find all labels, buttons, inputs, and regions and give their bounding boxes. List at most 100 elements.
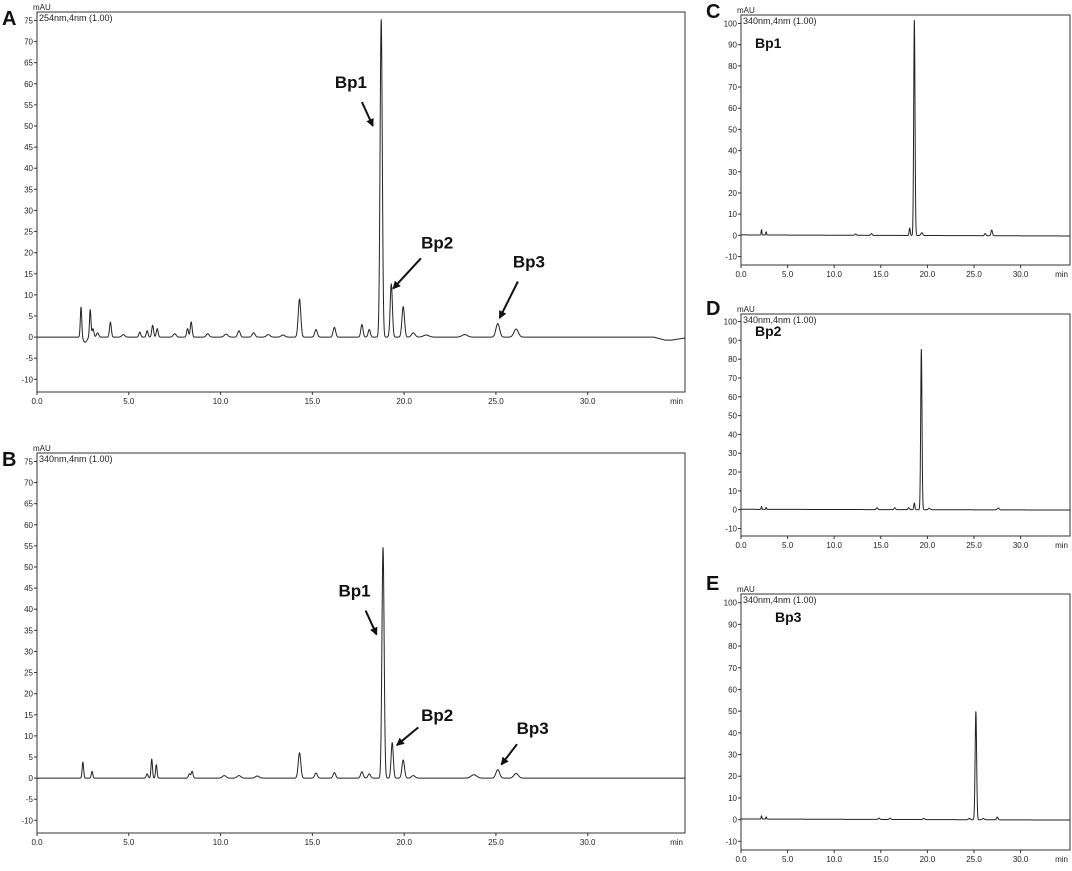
y-tick-label: 70 bbox=[728, 374, 737, 383]
y-tick-label: 80 bbox=[728, 62, 737, 71]
x-tick-label: 15.0 bbox=[873, 270, 889, 279]
x-tick-label: 20.0 bbox=[920, 541, 936, 550]
x-tick-label: 0.0 bbox=[735, 270, 747, 279]
x-tick-label: 20.0 bbox=[396, 838, 412, 847]
chromatogram-trace bbox=[740, 711, 1071, 821]
y-tick-label: 45 bbox=[24, 584, 33, 593]
chromatogram-trace bbox=[36, 19, 686, 343]
y-tick-label: 10 bbox=[728, 210, 737, 219]
y-tick-label: 0 bbox=[733, 506, 738, 515]
y-unit-label: mAU bbox=[737, 305, 755, 314]
y-tick-label: 15 bbox=[24, 270, 33, 279]
y-tick-label: 0 bbox=[29, 774, 34, 783]
y-tick-label: 80 bbox=[728, 642, 737, 651]
y-tick-label: 55 bbox=[24, 542, 33, 551]
y-unit-label: mAU bbox=[737, 6, 755, 15]
y-tick-label: 60 bbox=[24, 521, 33, 530]
y-tick-label: 100 bbox=[724, 318, 738, 327]
x-tick-label: 25.0 bbox=[488, 397, 504, 406]
x-tick-label: 10.0 bbox=[826, 270, 842, 279]
x-unit-label: min bbox=[670, 397, 683, 406]
y-tick-label: -10 bbox=[21, 375, 33, 384]
x-tick-label: 0.0 bbox=[31, 838, 43, 847]
y-tick-label: 60 bbox=[728, 104, 737, 113]
panel-label: B bbox=[2, 449, 16, 471]
y-tick-label: 40 bbox=[24, 605, 33, 614]
y-tick-label: 15 bbox=[24, 711, 33, 720]
y-tick-label: 40 bbox=[728, 430, 737, 439]
peak-label-bp2: Bp2 bbox=[421, 233, 453, 252]
chromatogram-trace bbox=[740, 348, 1071, 511]
y-tick-label: 0 bbox=[733, 816, 738, 825]
chromatogram-trace bbox=[36, 547, 686, 779]
chromatogram-trace bbox=[740, 19, 1071, 237]
y-tick-label: 90 bbox=[728, 41, 737, 50]
y-tick-label: 10 bbox=[728, 794, 737, 803]
y-unit-label: mAU bbox=[737, 585, 755, 594]
y-tick-label: 20 bbox=[728, 772, 737, 781]
peak-label-bp3: Bp3 bbox=[513, 252, 545, 271]
x-tick-label: 0.0 bbox=[735, 855, 747, 864]
x-tick-label: 5.0 bbox=[782, 541, 794, 550]
y-tick-label: -10 bbox=[725, 253, 737, 262]
y-tick-label: 40 bbox=[728, 729, 737, 738]
y-tick-label: -5 bbox=[26, 795, 34, 804]
plot-frame bbox=[740, 593, 1071, 851]
panel-label: E bbox=[706, 573, 719, 595]
y-tick-label: 75 bbox=[24, 16, 33, 25]
y-tick-label: 70 bbox=[728, 664, 737, 673]
y-tick-label: -5 bbox=[26, 354, 34, 363]
y-tick-label: 80 bbox=[728, 355, 737, 364]
y-tick-label: 50 bbox=[24, 563, 33, 572]
y-tick-label: 60 bbox=[728, 685, 737, 694]
peak-arrow-bp1 bbox=[364, 610, 378, 636]
x-tick-label: 5.0 bbox=[782, 855, 794, 864]
plot-frame bbox=[36, 11, 686, 393]
panel-label: C bbox=[706, 1, 720, 23]
peak-arrow-bp3 bbox=[500, 743, 518, 766]
peak-arrow-bp3 bbox=[498, 281, 519, 319]
x-tick-label: 10.0 bbox=[213, 397, 229, 406]
x-tick-label: 30.0 bbox=[1013, 855, 1029, 864]
y-tick-label: 30 bbox=[728, 449, 737, 458]
y-tick-label: 50 bbox=[728, 707, 737, 716]
panel-a: -10 -5 0 5 10 15 20 25 30 35 40 45 50 55 60 65 70 75 0.0 5.… bbox=[2, 3, 686, 406]
y-tick-label: 45 bbox=[24, 143, 33, 152]
y-tick-label: 35 bbox=[24, 626, 33, 635]
x-tick-label: 20.0 bbox=[920, 270, 936, 279]
y-tick-label: 65 bbox=[24, 500, 33, 509]
x-tick-label: 25.0 bbox=[966, 270, 982, 279]
y-tick-label: 5 bbox=[29, 312, 34, 321]
x-unit-label: min bbox=[670, 838, 683, 847]
y-tick-label: 10 bbox=[728, 487, 737, 496]
x-tick-label: 15.0 bbox=[305, 397, 321, 406]
y-tick-label: 10 bbox=[24, 732, 33, 741]
y-tick-label: 90 bbox=[728, 336, 737, 345]
x-unit-label: min bbox=[1055, 541, 1068, 550]
y-tick-label: 40 bbox=[24, 164, 33, 173]
y-tick-label: 50 bbox=[24, 122, 33, 131]
x-tick-label: 30.0 bbox=[580, 838, 596, 847]
y-tick-label: 20 bbox=[728, 189, 737, 198]
peak-label-bp1: Bp1 bbox=[339, 582, 371, 601]
y-tick-label: 35 bbox=[24, 185, 33, 194]
x-tick-label: 30.0 bbox=[1013, 541, 1029, 550]
panel-d: -10 0 10 20 30 40 50 60 70 80 90 100 0.0 5.0 10.0 15.0 2… bbox=[706, 298, 1071, 550]
x-tick-label: 30.0 bbox=[1013, 270, 1029, 279]
y-unit-label: mAU bbox=[33, 444, 51, 453]
y-tick-label: 90 bbox=[728, 620, 737, 629]
y-tick-label: 20 bbox=[728, 468, 737, 477]
y-tick-label: 0 bbox=[733, 231, 738, 240]
x-tick-label: 15.0 bbox=[873, 855, 889, 864]
x-tick-label: 25.0 bbox=[966, 541, 982, 550]
x-tick-label: 15.0 bbox=[873, 541, 889, 550]
x-tick-label: 25.0 bbox=[966, 855, 982, 864]
y-tick-label: 70 bbox=[24, 38, 33, 47]
y-tick-label: 50 bbox=[728, 125, 737, 134]
y-tick-label: 25 bbox=[24, 228, 33, 237]
panel-c: -10 0 10 20 30 40 50 60 70 80 90 100 0.0 5.0 10.0 15.0 2… bbox=[706, 1, 1071, 279]
x-unit-label: min bbox=[1055, 855, 1068, 864]
x-unit-label: min bbox=[1055, 270, 1068, 279]
y-tick-label: 70 bbox=[728, 83, 737, 92]
